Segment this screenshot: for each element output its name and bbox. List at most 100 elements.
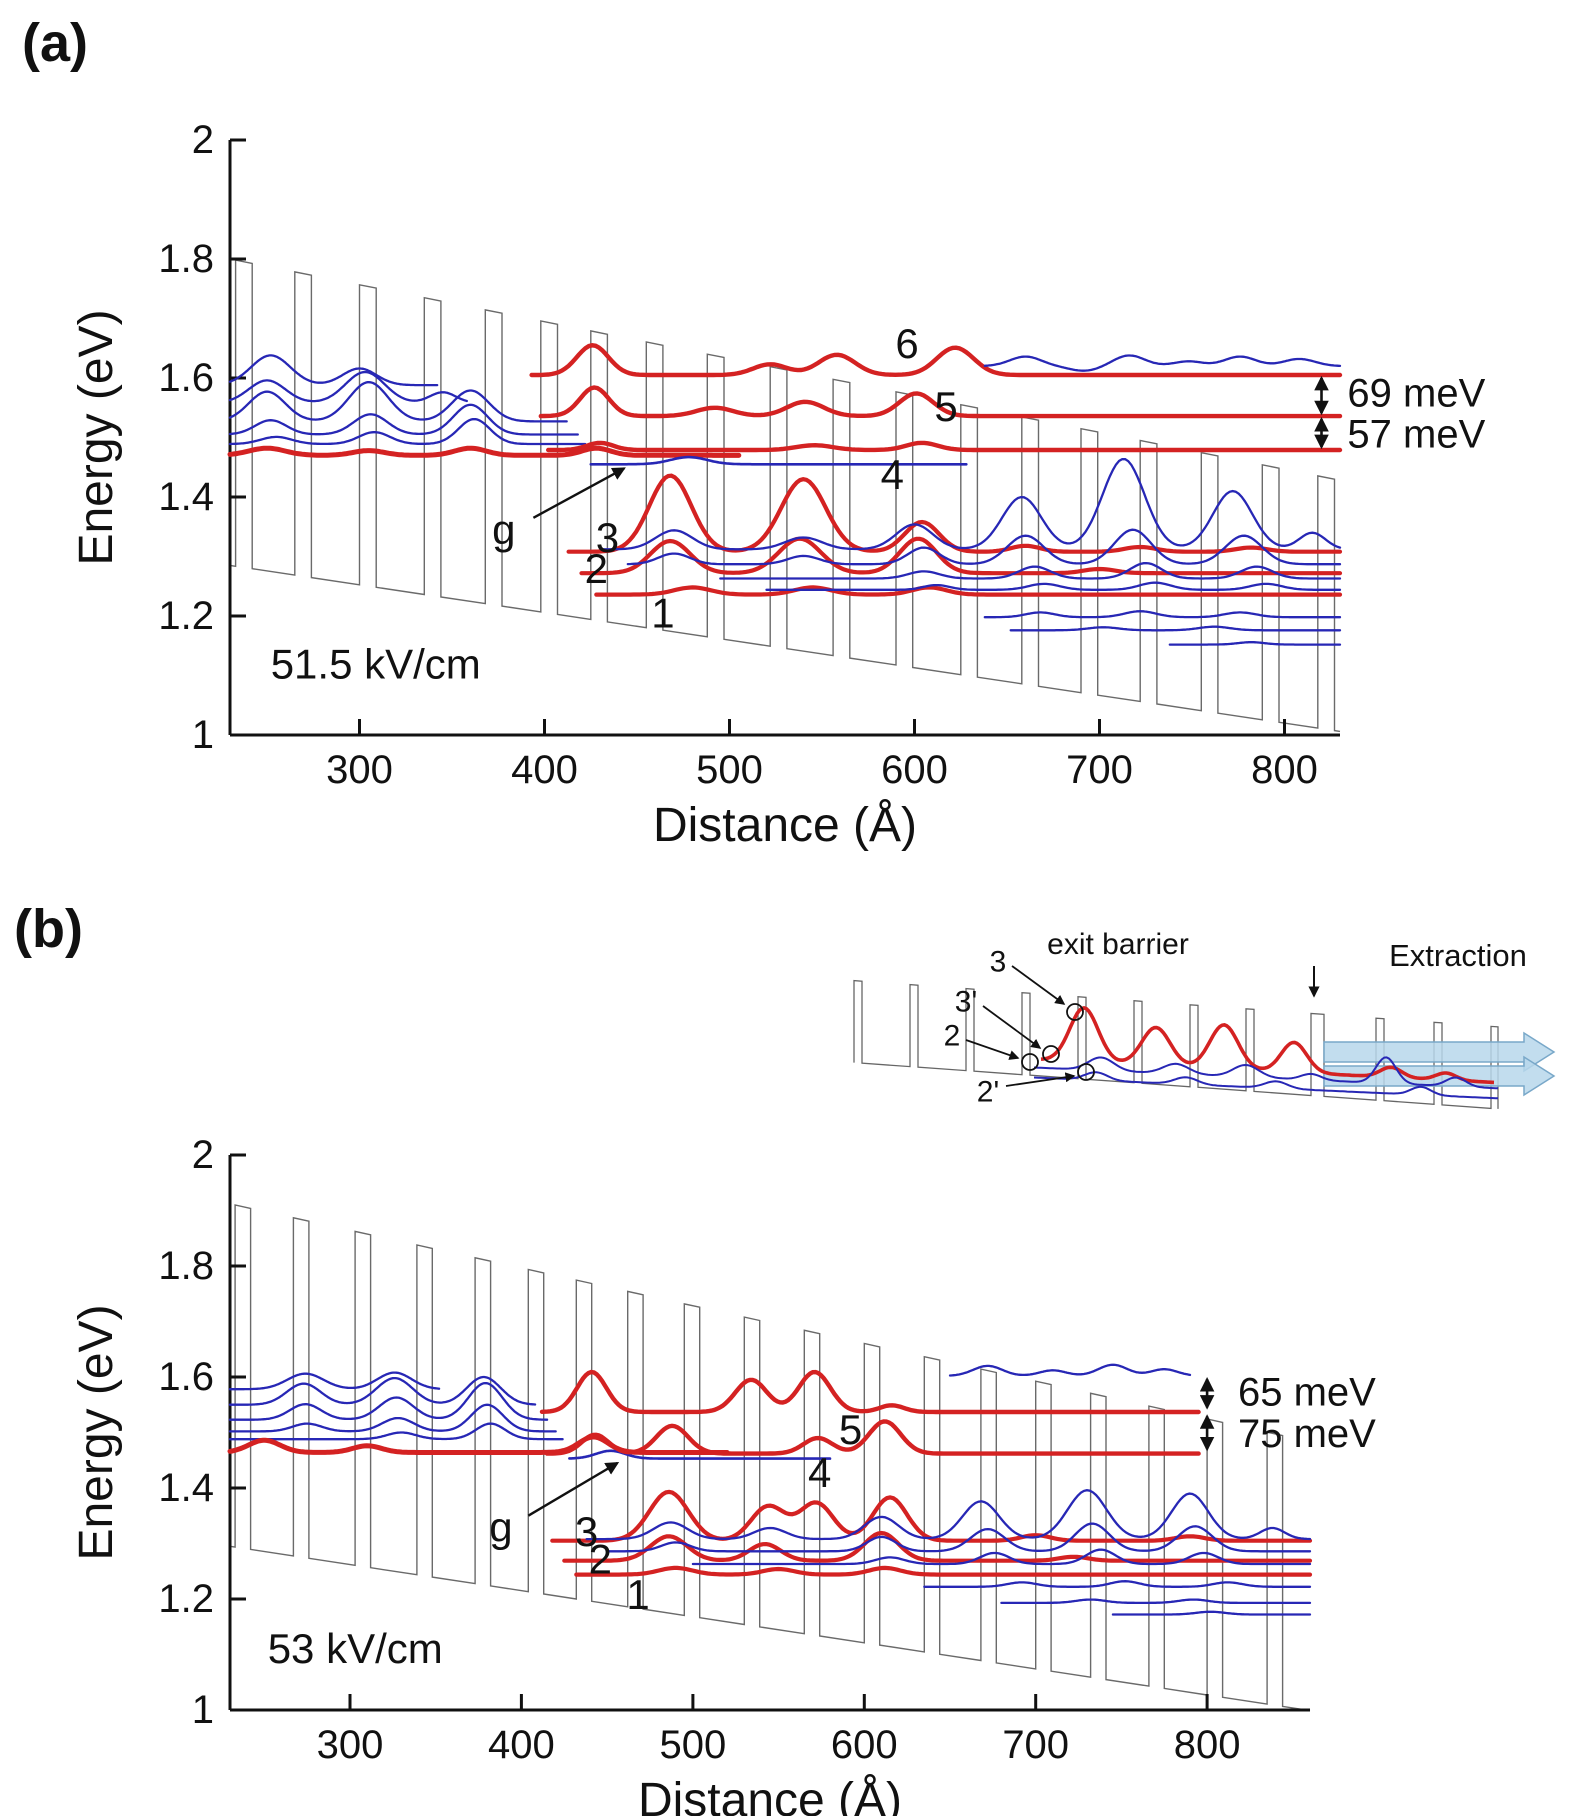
x-tick-label: 400 xyxy=(488,1723,555,1767)
state-label-3: 3 xyxy=(575,1508,598,1555)
wavefunction-injector-1 xyxy=(228,354,439,387)
energy-gap-label: 57 meV xyxy=(1347,413,1485,457)
wavefunction-level-4 xyxy=(544,1419,1201,1456)
inset-state-arrow xyxy=(982,1005,1042,1049)
inset-state-label-3: 3 xyxy=(990,946,1007,979)
inset-state-arrow xyxy=(1011,965,1066,1005)
x-tick-label: 600 xyxy=(881,748,948,792)
y-tick-label: 1.6 xyxy=(158,356,214,400)
wavefunction-level-3 xyxy=(566,473,1343,554)
wavefunction-injector-4 xyxy=(228,403,579,436)
wavefunction-injector-3 xyxy=(228,1381,549,1421)
wavefunction-next-injector-1 xyxy=(602,457,1342,551)
wavefunction-lower-blue-1 xyxy=(983,610,1342,619)
wavefunction-level-5 xyxy=(539,1369,1201,1415)
wavefunction-level-6 xyxy=(529,343,1343,378)
y-tick-label: 1.2 xyxy=(158,594,214,638)
state-label-arrow xyxy=(532,467,626,519)
state-label-2: 2 xyxy=(589,1536,612,1583)
x-tick-label: 400 xyxy=(511,748,578,792)
wavefunction-injector-1 xyxy=(228,1371,441,1391)
y-tick-label: 2 xyxy=(192,118,214,162)
wavefunction-next-injector-2 xyxy=(605,1522,1312,1553)
x-tick-label: 700 xyxy=(1066,748,1133,792)
inset-injector-wavefunction-2 xyxy=(1033,1071,1499,1100)
exit-barrier-label: exit barrier xyxy=(1047,928,1189,961)
wavefunction-ground-g xyxy=(227,1434,730,1455)
wavefunction-level-3 xyxy=(550,1489,1313,1543)
x-tick-label: 800 xyxy=(1174,1723,1241,1767)
chart-a: 1 1.2 1.4 1.6 1.8 2 300 400 500 600 700 800 Distance… xyxy=(70,118,1486,852)
wavefunction-injector-4 xyxy=(228,1403,557,1433)
inset-state-circle xyxy=(1066,1003,1084,1021)
wavefunction-level-2 xyxy=(579,536,1343,576)
x-axis-title: Distance (Å) xyxy=(638,1774,902,1816)
band-profile xyxy=(229,1204,1311,1712)
inset-state-label-2': 2' xyxy=(977,1076,999,1109)
field-strength-label: 51.5 kV/cm xyxy=(271,641,481,688)
panel-a-label: (a) xyxy=(22,13,88,73)
inset-injector-wavefunction-1 xyxy=(1033,1056,1499,1090)
y-axis-title: Energy (eV) xyxy=(70,1304,123,1560)
wavefunction-next-injector-1 xyxy=(585,1489,1312,1541)
state-label-g: g xyxy=(492,506,515,553)
energy-gap-label: 65 meV xyxy=(1238,1371,1376,1415)
state-label-1: 1 xyxy=(626,1571,649,1618)
chart-b: 1 1.2 1.4 1.6 1.8 2 300 400 500 600 700 800 Distance… xyxy=(70,1133,1376,1816)
wavefunction-level-1 xyxy=(574,1565,1313,1577)
x-tick-label: 800 xyxy=(1251,748,1318,792)
state-label-2: 2 xyxy=(585,545,608,592)
inset-state-circle xyxy=(1077,1063,1095,1081)
wavefunction-next-injector-3 xyxy=(691,1548,1312,1566)
y-tick-label: 1.4 xyxy=(158,1466,214,1510)
band-profile xyxy=(229,259,1341,733)
inset-state-label-3': 3' xyxy=(955,986,977,1019)
inset-state-3-wavefunction xyxy=(1040,1006,1495,1085)
state-label-1: 1 xyxy=(651,590,674,637)
x-tick-label: 700 xyxy=(1002,1723,1069,1767)
wavefunction-level-2 xyxy=(562,1530,1313,1563)
y-tick-label: 1 xyxy=(192,1688,214,1732)
inset-state-circle xyxy=(1021,1053,1039,1071)
wavefunction-next-injector-3 xyxy=(719,561,1342,580)
wavefunction-lower-blue-2 xyxy=(1000,1598,1312,1605)
state-label-4: 4 xyxy=(881,451,904,498)
x-tick-label: 500 xyxy=(660,1723,727,1767)
wavefunction-level-5 xyxy=(538,385,1343,419)
wavefunction-lower-blue-3 xyxy=(1111,1610,1312,1616)
wavefunction-upper-blue-right xyxy=(983,354,1342,372)
wavefunction-g-next-module xyxy=(589,455,968,466)
wavefunction-next-injector-2 xyxy=(626,528,1342,566)
extraction-inset-chart: Extraction 3 3'2 2' exit barrier xyxy=(853,928,1556,1110)
x-axis-title: Distance (Å) xyxy=(653,799,917,852)
x-tick-label: 300 xyxy=(326,748,393,792)
field-strength-label: 53 kV/cm xyxy=(268,1625,443,1672)
inset-state-circle xyxy=(1042,1045,1060,1063)
state-label-3: 3 xyxy=(596,514,619,561)
energy-gap-label: 69 meV xyxy=(1347,372,1485,416)
y-tick-label: 1.4 xyxy=(158,475,214,519)
wavefunction-ground-g xyxy=(227,445,742,458)
state-label-6: 6 xyxy=(895,320,918,367)
inset-band-profile xyxy=(853,979,1499,1110)
y-tick-label: 1.2 xyxy=(158,1577,214,1621)
panel-b-label: (b) xyxy=(14,899,83,959)
state-label-5: 5 xyxy=(839,1406,862,1453)
wavefunction-lower-blue-1 xyxy=(923,1580,1312,1588)
extraction-arrow xyxy=(1323,1031,1556,1073)
wavefunction-upper-blue-right xyxy=(948,1363,1192,1377)
y-tick-label: 1.8 xyxy=(158,237,214,281)
x-tick-label: 300 xyxy=(317,1723,384,1767)
wavefunction-g-next-module xyxy=(568,1449,832,1460)
y-tick-label: 2 xyxy=(192,1133,214,1177)
y-tick-label: 1.6 xyxy=(158,1355,214,1399)
state-label-4: 4 xyxy=(808,1449,831,1496)
wavefunction-injector-3 xyxy=(228,381,568,423)
y-axis-title: Energy (eV) xyxy=(70,309,123,565)
wavefunction-level-4 xyxy=(546,440,1343,453)
wavefunction-injector-5 xyxy=(228,417,587,446)
y-tick-label: 1 xyxy=(192,713,214,757)
wavefunction-injector-5 xyxy=(228,1422,564,1441)
wavefunction-injector-2 xyxy=(228,1375,537,1406)
